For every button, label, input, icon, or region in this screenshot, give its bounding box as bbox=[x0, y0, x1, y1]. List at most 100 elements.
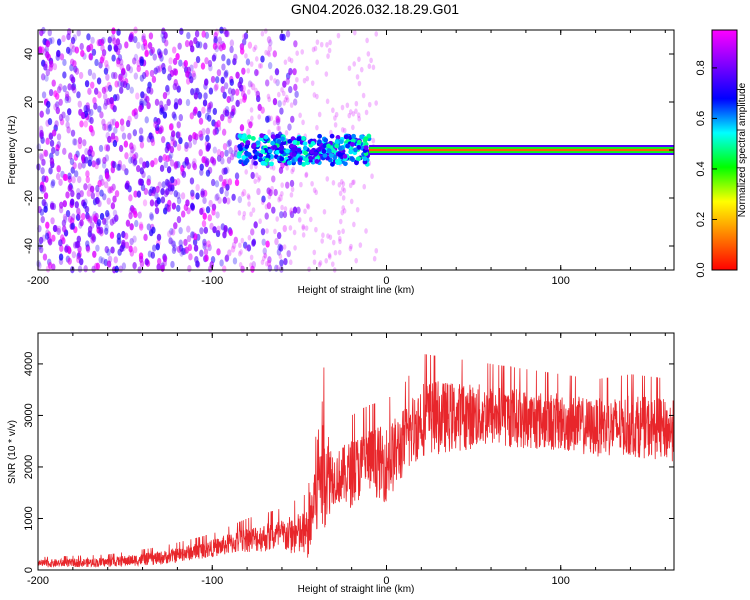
heatmap-cell bbox=[193, 92, 199, 100]
heatmap-cell bbox=[255, 90, 260, 98]
heatmap-cell bbox=[222, 265, 227, 273]
heatmap-cell bbox=[275, 216, 280, 222]
heatmap-cell bbox=[103, 92, 108, 100]
heatmap-cell bbox=[55, 144, 60, 152]
heatmap-cell bbox=[59, 244, 64, 253]
heatmap-cell bbox=[302, 141, 308, 146]
heatmap-cell bbox=[62, 71, 67, 79]
heatmap-cell bbox=[176, 197, 182, 205]
heatmap-cell bbox=[246, 119, 251, 125]
heatmap-cell bbox=[153, 157, 158, 165]
heatmap-cell bbox=[67, 215, 73, 223]
heatmap-cell bbox=[224, 69, 229, 77]
heatmap-cell bbox=[81, 212, 86, 221]
heatmap-cell bbox=[249, 211, 253, 217]
heatmap-cell bbox=[138, 221, 144, 229]
heatmap-cell bbox=[348, 245, 353, 252]
colorbar-tick-label: 0.6 bbox=[695, 111, 707, 126]
heatmap-cell bbox=[223, 71, 229, 79]
heatmap-cell bbox=[172, 83, 178, 91]
heatmap-cell bbox=[275, 115, 280, 124]
heatmap-cell bbox=[40, 167, 45, 175]
heatmap-cell bbox=[330, 161, 335, 167]
heatmap-cell bbox=[75, 150, 80, 158]
heatmap-cell bbox=[237, 210, 242, 216]
heatmap-cell bbox=[224, 109, 230, 117]
heatmap-cell bbox=[265, 154, 271, 159]
heatmap-cell bbox=[264, 157, 270, 163]
heatmap-cell bbox=[64, 245, 69, 253]
heatmap-cell bbox=[86, 214, 91, 222]
heatmap-cell bbox=[212, 42, 218, 50]
heatmap-cell bbox=[212, 146, 218, 154]
heatmap-cell bbox=[356, 139, 362, 145]
heatmap-cell bbox=[289, 179, 295, 188]
heatmap-cell bbox=[72, 162, 77, 170]
heatmap-cell bbox=[354, 160, 359, 166]
heatmap-cell bbox=[164, 39, 169, 47]
heatmap-cell bbox=[43, 201, 48, 209]
heatmap-cell bbox=[348, 149, 354, 155]
heatmap-cell bbox=[94, 58, 99, 67]
heatmap-cell bbox=[269, 154, 274, 160]
heatmap-cell bbox=[95, 244, 100, 252]
heatmap-cell bbox=[172, 57, 178, 66]
heatmap-cell bbox=[95, 197, 101, 205]
heatmap-cell bbox=[80, 49, 85, 58]
heatmap-cell bbox=[146, 223, 152, 231]
x-tick-label: -200 bbox=[27, 575, 49, 587]
heatmap-cell bbox=[297, 217, 302, 223]
heatmap-cell bbox=[317, 133, 323, 139]
heatmap-cell bbox=[210, 75, 216, 84]
heatmap-cell bbox=[231, 88, 236, 96]
heatmap-cell bbox=[186, 225, 191, 233]
heatmap-cell bbox=[54, 101, 60, 109]
heatmap-cell bbox=[45, 137, 50, 145]
heatmap-cell bbox=[109, 218, 115, 226]
heatmap-cell bbox=[265, 260, 269, 267]
heatmap-cell bbox=[232, 257, 238, 265]
heatmap-cell bbox=[146, 178, 151, 186]
heatmap-cell bbox=[73, 65, 78, 73]
heatmap-cell bbox=[239, 249, 243, 255]
heatmap-cell bbox=[246, 89, 251, 95]
heatmap-cell bbox=[164, 85, 170, 93]
heatmap-cell bbox=[226, 58, 231, 66]
heatmap-cell bbox=[355, 206, 360, 213]
heatmap-cell bbox=[73, 170, 79, 178]
heatmap-cell bbox=[107, 124, 112, 132]
heatmap-cell bbox=[243, 241, 248, 249]
heatmap-cell bbox=[167, 230, 172, 238]
heatmap-cell bbox=[114, 121, 120, 129]
heatmap-cell bbox=[149, 132, 155, 141]
heatmap-cell bbox=[345, 102, 350, 109]
heatmap-cell bbox=[282, 210, 288, 219]
heatmap-cell bbox=[151, 189, 156, 197]
heatmap-cell bbox=[268, 189, 273, 197]
heatmap-cell bbox=[349, 156, 355, 161]
heatmap-cell bbox=[238, 250, 242, 257]
heatmap-cell bbox=[290, 136, 296, 142]
x-tick-label: 100 bbox=[552, 275, 570, 287]
heatmap-cell bbox=[278, 244, 284, 252]
heatmap-cell bbox=[82, 139, 87, 147]
heatmap-cell bbox=[139, 135, 145, 143]
heatmap-cell bbox=[117, 163, 122, 171]
heatmap-cell bbox=[93, 262, 99, 270]
heatmap-cell bbox=[85, 170, 90, 178]
heatmap-cell bbox=[38, 152, 44, 160]
heatmap-cell bbox=[65, 93, 70, 102]
heatmap-cell bbox=[253, 44, 258, 51]
heatmap-cell bbox=[147, 42, 153, 50]
heatmap-cell bbox=[188, 253, 193, 261]
heatmap-cell bbox=[223, 224, 228, 233]
heatmap-cell bbox=[65, 46, 71, 54]
heatmap-cell bbox=[249, 107, 254, 113]
heatmap-cell bbox=[338, 218, 343, 225]
heatmap-cell bbox=[44, 74, 49, 82]
heatmap-cell bbox=[167, 73, 172, 81]
heatmap-cell bbox=[87, 149, 92, 157]
heatmap-cell bbox=[305, 65, 309, 72]
heatmap-cell bbox=[70, 36, 76, 45]
